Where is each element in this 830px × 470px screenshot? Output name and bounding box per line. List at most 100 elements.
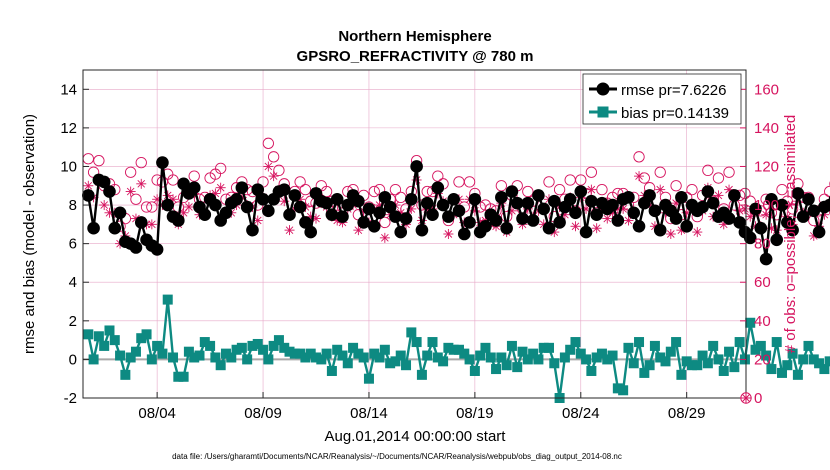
rmse-point [548, 194, 561, 208]
bias-point [432, 352, 443, 363]
bias-point [586, 365, 597, 376]
rmse-point [129, 241, 143, 254]
rmse-point [574, 185, 588, 198]
bias-point [501, 360, 512, 371]
bias-point [544, 342, 555, 353]
bias-point [289, 348, 300, 359]
obs-possible-marker [723, 166, 735, 178]
y-tick-label-right: 80 [754, 236, 771, 253]
rmse-point [156, 156, 169, 169]
rmse-point [283, 208, 296, 222]
bias-point [808, 354, 819, 365]
obs-zero-marker [740, 392, 752, 404]
rmse-point [563, 192, 577, 206]
asterisk-stroke [666, 230, 675, 238]
rmse-point [516, 212, 529, 225]
bias-point [358, 352, 369, 363]
rmse-point [526, 214, 540, 227]
bias-point [168, 352, 179, 363]
obs-possible-marker [125, 166, 137, 178]
bias-point [734, 337, 745, 348]
rmse-point [341, 198, 355, 212]
asterisk-stroke [550, 228, 559, 236]
obs-possible-marker [432, 170, 444, 182]
rmse-point [161, 198, 175, 212]
bias-point [348, 342, 359, 353]
bias-point [369, 348, 380, 359]
bias-point [385, 358, 396, 369]
bias-point [649, 340, 660, 351]
bias-point [363, 373, 374, 384]
bias-point [332, 344, 343, 355]
asterisk-stroke [381, 234, 389, 242]
bias-point [798, 354, 809, 365]
bias-point [607, 350, 618, 361]
bias-point [724, 346, 735, 357]
bias-point [178, 371, 189, 382]
rmse-point [479, 219, 492, 233]
rmse-point [463, 216, 476, 229]
rmse-point [262, 204, 275, 218]
bias-point [268, 340, 279, 351]
bias-point [628, 358, 639, 369]
obs-possible-marker [130, 193, 142, 205]
y-axis-label-right: # of obs: o=possible; ∗=assimilated [782, 115, 799, 354]
asterisk-stroke [539, 220, 548, 229]
obs-possible-marker [140, 201, 153, 213]
obs-assimilated-marker [146, 219, 157, 230]
bias-point [692, 360, 703, 371]
bias-point [803, 340, 814, 351]
bias-point [305, 348, 316, 359]
plot-marks [81, 137, 830, 403]
obs-possible-marker [596, 183, 608, 196]
bias-point [777, 367, 788, 378]
rmse-point [299, 216, 312, 229]
bias-point [247, 340, 258, 351]
bias-point [326, 365, 337, 376]
legend-bias-marker [597, 106, 609, 118]
asterisk-stroke [100, 201, 109, 209]
rmse-point [675, 191, 688, 204]
rmse-point [775, 198, 789, 212]
obs-possible-marker [654, 166, 666, 178]
rmse-point [325, 208, 339, 222]
x-tick-label: 08/29 [668, 405, 706, 422]
x-tick-label: 08/24 [562, 405, 600, 422]
bias-point [93, 331, 104, 342]
bias-point [512, 362, 523, 373]
rmse-point [399, 212, 413, 225]
asterisk-stroke [132, 214, 140, 223]
rmse-point [277, 183, 291, 196]
rmse-point [362, 202, 376, 216]
bias-point [83, 329, 94, 340]
rmse-point [187, 181, 201, 194]
bias-point [273, 335, 284, 346]
bias-point [660, 356, 671, 367]
bias-point [88, 354, 99, 365]
asterisk-stroke [741, 205, 749, 213]
obs-possible-marker [771, 209, 783, 221]
y-tick-label-left: -2 [64, 390, 77, 407]
x-tick-label: 08/19 [456, 405, 494, 422]
bias-point [236, 342, 247, 353]
obs-assimilated-marker [136, 178, 147, 189]
rmse-point [653, 223, 667, 237]
bias-point [353, 348, 364, 359]
bias-point [824, 356, 830, 367]
rmse-point [521, 196, 535, 210]
obs-possible-marker [575, 174, 587, 186]
rmse-point [373, 206, 386, 220]
bias-point [634, 337, 645, 348]
asterisk-stroke [742, 394, 750, 402]
bias-point [205, 340, 216, 351]
rmse-point [701, 185, 715, 198]
rmse-point [81, 189, 95, 202]
bias-point [681, 356, 692, 367]
rmse-point [489, 214, 503, 227]
rmse-point [134, 216, 148, 229]
rmse-point [611, 214, 625, 227]
obs-possible-marker [633, 151, 645, 163]
bias-point [745, 317, 756, 328]
rmse-point [177, 177, 190, 191]
